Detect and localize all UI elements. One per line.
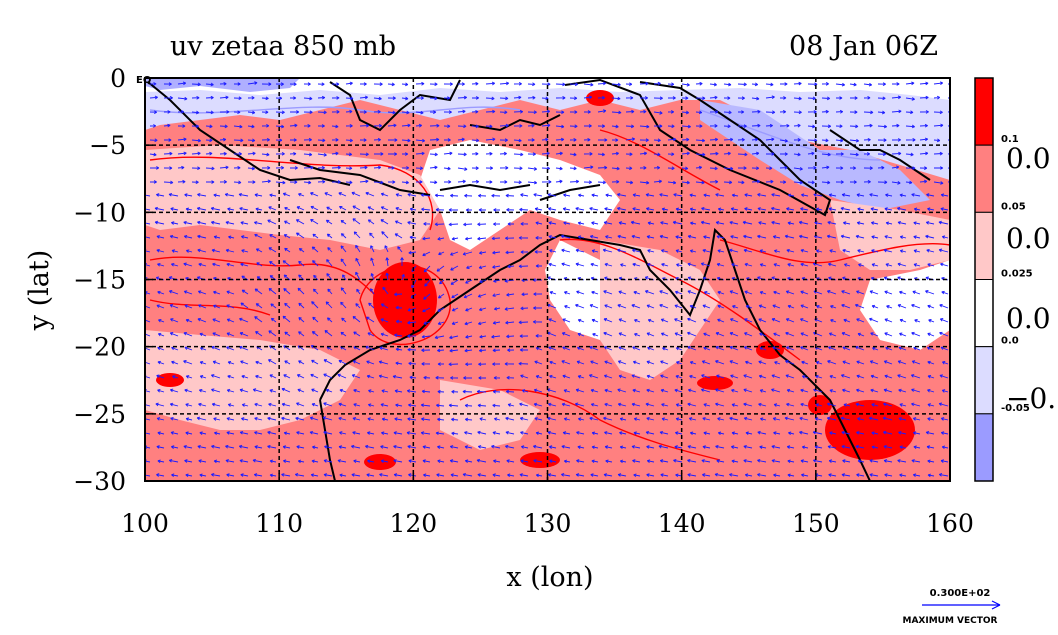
wind-vectors [145, 81, 950, 478]
x-axis-title: x (lon) [506, 562, 593, 593]
y-tick-label: −20 [73, 333, 126, 362]
field-red-cyclone [373, 262, 437, 338]
field-red-e [756, 341, 784, 359]
y-axis: 0 −5 −10 −15 −20 −25 −30 [73, 64, 153, 496]
coast-java [289, 159, 431, 196]
field-white-north [145, 78, 950, 100]
contour-lines [149, 106, 950, 461]
plot-area [145, 78, 950, 481]
x-tick-label: 100 [121, 509, 169, 538]
corner-label: EQ [136, 75, 151, 86]
coast-sulawesi [469, 114, 561, 132]
colorbar-clipped-label: 0.0 [1006, 222, 1051, 255]
colorbar-swatch [974, 346, 994, 415]
field-red-mid [697, 376, 733, 390]
y-tick-label: −30 [73, 467, 126, 496]
field-blue-north [145, 78, 300, 92]
title-right: 08 Jan 06Z [789, 31, 938, 62]
coast-australia-west [319, 399, 336, 481]
field-pink-4 [830, 200, 950, 270]
colorbar-label: 0.05 [1001, 201, 1026, 212]
y-axis-title: y (lat) [24, 250, 55, 332]
colorbar-clipped-label: 0.0 [1006, 142, 1051, 175]
wind-vector-arrows [145, 81, 950, 478]
x-axis: 100 110 120 130 140 150 160 [121, 473, 974, 538]
field-white-east [860, 260, 950, 350]
title-left: uv zetaa 850 mb [170, 31, 396, 62]
coast-sumatra [147, 81, 351, 186]
field-white-mid [420, 140, 620, 250]
vector-key-arrowhead [991, 600, 1001, 610]
x-tick-label: 110 [255, 509, 303, 538]
colorbar-clipped-label: −0. [1006, 382, 1056, 415]
colorbar-label: 0.1 [1001, 134, 1019, 145]
field-pink-3 [600, 240, 720, 380]
coast-timor [539, 184, 601, 201]
y-tick-label: 0 [110, 64, 126, 93]
colorbar-frame [974, 77, 994, 482]
colorbar-label: 0.0 [1001, 336, 1019, 347]
field-red-s1 [520, 452, 560, 468]
colorbar-clipped-label: 0.0 [1006, 302, 1051, 335]
coast-lesser-sunda [439, 183, 531, 192]
field-red-sw [156, 373, 184, 387]
vector-key-value: 0.300E+02 [930, 588, 991, 599]
colorbar-swatch [974, 77, 994, 146]
field-red-se2 [808, 395, 832, 415]
x-tick-label: 130 [524, 509, 572, 538]
vector-key: 0.300E+02 MAXIMUM VECTOR [902, 588, 1001, 626]
y-tick-label: −10 [73, 198, 126, 227]
field-red-s2 [364, 454, 396, 470]
y-tick-label: −25 [73, 400, 126, 429]
coast-newguinea [564, 78, 832, 217]
colorbar-swatch [974, 211, 994, 280]
y-tick-label: −5 [89, 131, 126, 160]
colorbar-label: -0.05 [1001, 403, 1030, 414]
x-tick-label: 120 [389, 509, 437, 538]
field-blue-newguinea [700, 100, 930, 210]
x-tick-label: 160 [926, 509, 974, 538]
field-negative-north [145, 78, 950, 180]
colorbar-swatch [974, 279, 994, 348]
colorbar-swatch [974, 144, 994, 213]
field-red-se [825, 400, 915, 460]
x-tick-label: 150 [792, 509, 840, 538]
colorbar-swatch [974, 413, 994, 482]
colorbar-label: 0.025 [1001, 269, 1033, 280]
vector-key-caption: MAXIMUM VECTOR [902, 616, 997, 626]
field-pink-2 [145, 330, 360, 430]
grid-lines [145, 78, 950, 481]
coast-newguinea-east [829, 129, 931, 181]
x-tick-label: 140 [658, 509, 706, 538]
y-tick-label: −15 [73, 266, 126, 295]
